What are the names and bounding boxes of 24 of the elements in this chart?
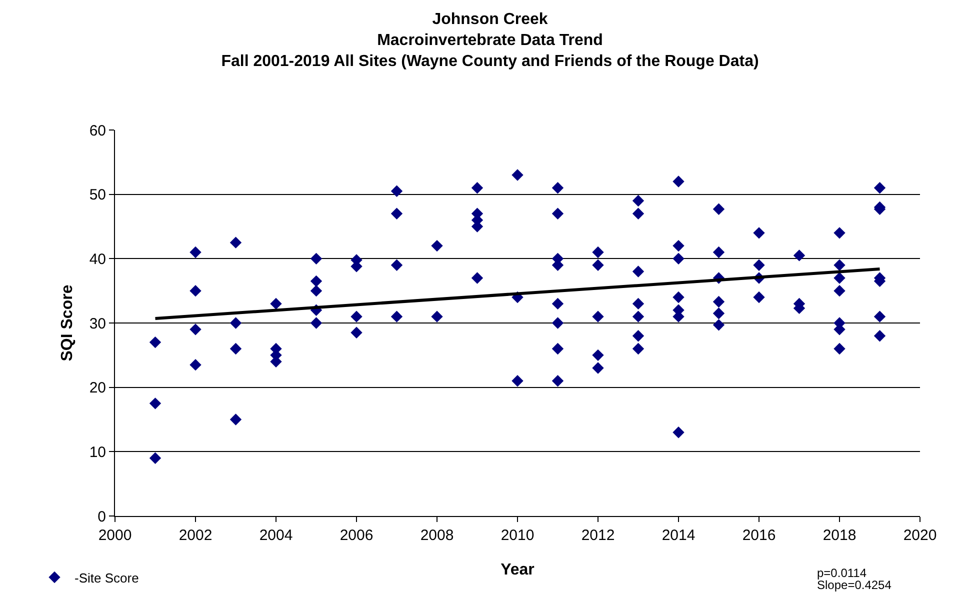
x-axis-title: Year: [500, 562, 534, 579]
x-tick-label: 2012: [581, 527, 615, 544]
x-tick-label: 2020: [903, 527, 937, 544]
y-tick-label: 40: [89, 250, 106, 268]
y-tick-label: 60: [89, 122, 106, 140]
x-tick-label: 2006: [340, 527, 374, 544]
y-tick-label: 50: [89, 186, 106, 204]
x-tick-label: 2010: [500, 527, 534, 544]
x-tick-label: 2016: [742, 527, 776, 544]
x-tick-label: 2004: [259, 527, 293, 544]
x-tick-label: 2014: [662, 527, 696, 544]
y-tick-label: 0: [98, 508, 106, 526]
x-tick-label: 2000: [98, 527, 132, 544]
text: Slope=0.4254: [817, 578, 892, 592]
y-axis-title: SQI Score: [59, 284, 76, 362]
legend-label: -Site Score: [74, 570, 139, 586]
x-tick-label: 2002: [178, 527, 212, 544]
y-tick-label: 10: [89, 444, 106, 461]
text: p=0.0114: [817, 566, 867, 580]
y-tick-label: 20: [89, 380, 106, 397]
x-tick-label: 2008: [420, 527, 454, 544]
chart-title: Johnson Creek Macroinvertebrate Data Trend Fall 2001-2019 All Sites (Wayne County and Friends of the Rouge Data): [221, 11, 759, 70]
y-tick-label: 30: [89, 315, 106, 332]
x-tick-label: 2018: [822, 527, 856, 544]
